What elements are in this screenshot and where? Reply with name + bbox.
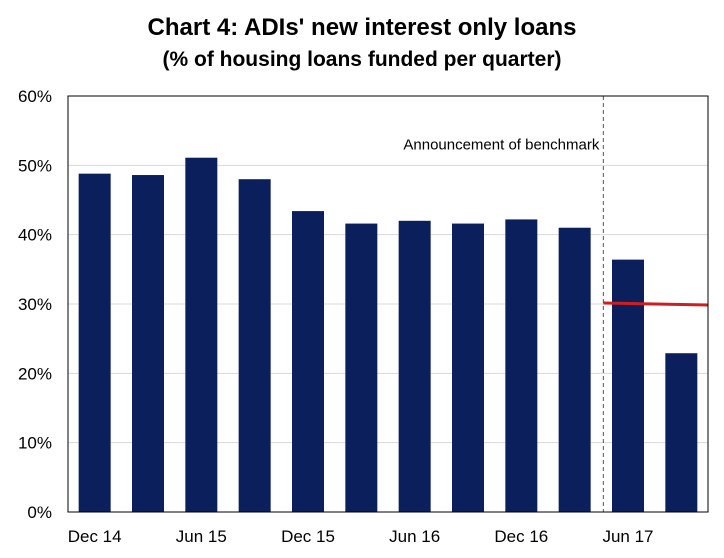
x-tick-label: Dec 14 bbox=[68, 527, 122, 546]
bars bbox=[78, 157, 698, 513]
bar bbox=[132, 175, 164, 513]
bar bbox=[398, 220, 431, 513]
x-tick-label: Jun 17 bbox=[602, 527, 653, 546]
y-tick-label: 30% bbox=[18, 295, 52, 314]
x-tick-label: Jun 16 bbox=[389, 527, 440, 546]
gridlines bbox=[68, 164, 708, 444]
chart-title: Chart 4: ADIs' new interest only loans bbox=[147, 14, 577, 41]
bar bbox=[452, 223, 484, 512]
x-tick-label: Dec 15 bbox=[281, 527, 335, 546]
benchmark-line bbox=[603, 301, 709, 307]
plot-area-border bbox=[67, 95, 709, 513]
bar bbox=[505, 219, 538, 512]
y-tick-label: 0% bbox=[27, 503, 52, 522]
x-tick-label: Jun 15 bbox=[176, 527, 227, 546]
bar bbox=[185, 157, 218, 512]
x-tick-label: Dec 16 bbox=[494, 527, 548, 546]
bar bbox=[78, 173, 111, 513]
bar bbox=[292, 211, 324, 513]
bar bbox=[238, 179, 271, 512]
y-tick-label: 60% bbox=[18, 87, 52, 106]
y-tick-label: 20% bbox=[18, 364, 52, 383]
y-tick-label: 10% bbox=[18, 434, 52, 453]
chart-subtitle: (% of housing loans funded per quarter) bbox=[162, 48, 562, 71]
x-axis-ticks: Dec 14 Jun 15 Dec 15 Jun 16 Dec 16 Jun 17 bbox=[68, 527, 654, 546]
y-tick-label: 40% bbox=[18, 226, 52, 245]
bar bbox=[345, 223, 378, 512]
bar bbox=[665, 353, 698, 512]
y-tick-label: 50% bbox=[18, 156, 52, 175]
announcement-label: Announcement of benchmark bbox=[403, 137, 599, 154]
bar bbox=[558, 227, 591, 512]
bar bbox=[612, 259, 644, 512]
y-axis-ticks: 0% 10% 20% 30% 40% 50% 60% bbox=[18, 87, 52, 522]
